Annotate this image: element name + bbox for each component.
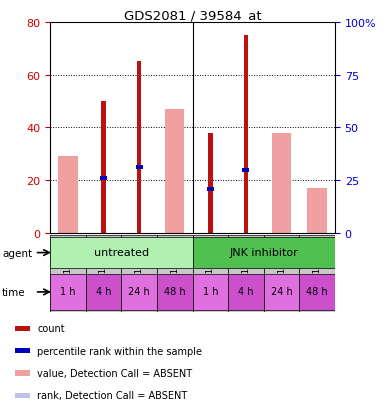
Text: GSM108917: GSM108917 (135, 238, 144, 292)
Bar (121, 275, 157, 310)
Bar (244, 36, 248, 233)
Bar (136, 166, 142, 170)
Title: GDS2081 / 39584_at: GDS2081 / 39584_at (124, 9, 261, 21)
Text: count: count (37, 323, 65, 334)
Bar (58, 191, 78, 233)
Text: 4 h: 4 h (238, 287, 254, 297)
Text: untreated: untreated (94, 247, 149, 257)
Text: GSM108916: GSM108916 (241, 238, 250, 292)
Bar (85, 275, 121, 310)
Text: GSM108913: GSM108913 (64, 238, 72, 292)
Bar (307, 189, 327, 233)
Bar (50, 237, 192, 269)
Text: 24 h: 24 h (271, 287, 292, 297)
Text: GSM108920: GSM108920 (313, 238, 321, 292)
Bar (300, 235, 335, 312)
Bar (165, 109, 184, 233)
Text: GSM108915: GSM108915 (99, 238, 108, 292)
Text: agent: agent (2, 248, 32, 258)
Bar (243, 168, 249, 172)
Text: value, Detection Call = ABSENT: value, Detection Call = ABSENT (37, 368, 192, 378)
Bar (121, 235, 157, 312)
Text: 1 h: 1 h (203, 287, 218, 297)
Bar (15, 393, 30, 398)
Bar (58, 157, 78, 233)
Text: GSM108918: GSM108918 (277, 238, 286, 292)
Bar (264, 235, 300, 312)
Bar (192, 235, 228, 312)
Bar (307, 202, 327, 233)
Bar (272, 133, 291, 233)
Text: GSM108919: GSM108919 (170, 238, 179, 292)
Text: GSM108914: GSM108914 (206, 238, 215, 292)
Bar (15, 348, 30, 354)
Text: percentile rank within the sample: percentile rank within the sample (37, 346, 202, 356)
Text: 48 h: 48 h (306, 287, 328, 297)
Text: 4 h: 4 h (96, 287, 111, 297)
Text: time: time (2, 287, 25, 297)
Text: 48 h: 48 h (164, 287, 186, 297)
Bar (228, 275, 264, 310)
Bar (15, 326, 30, 331)
Bar (165, 181, 184, 233)
Text: 24 h: 24 h (128, 287, 150, 297)
Bar (228, 235, 264, 312)
Bar (208, 133, 213, 233)
Bar (100, 177, 107, 180)
Text: 1 h: 1 h (60, 287, 75, 297)
Bar (300, 275, 335, 310)
Bar (137, 62, 141, 233)
Bar (207, 187, 214, 191)
Bar (192, 237, 335, 269)
Bar (272, 187, 291, 233)
Bar (15, 370, 30, 376)
Bar (264, 275, 300, 310)
Bar (50, 275, 85, 310)
Text: rank, Detection Call = ABSENT: rank, Detection Call = ABSENT (37, 391, 187, 401)
Bar (50, 235, 85, 312)
Bar (157, 235, 192, 312)
Bar (101, 102, 106, 233)
Bar (192, 275, 228, 310)
Bar (85, 235, 121, 312)
Text: JNK inhibitor: JNK inhibitor (229, 247, 298, 257)
Bar (157, 275, 192, 310)
